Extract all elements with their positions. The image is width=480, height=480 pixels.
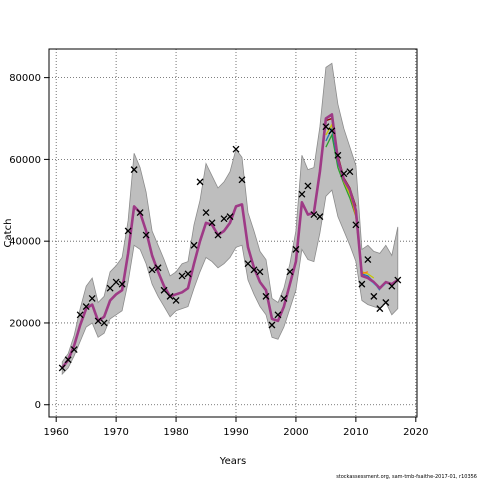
confidence-band-area [61, 62, 399, 376]
observed-point [376, 305, 384, 313]
observed-point [322, 123, 330, 131]
footer-caption: stockassessment.org, sam-tmb-fsaithe-201… [336, 474, 477, 480]
observed-point [226, 213, 234, 221]
observed-point [112, 278, 120, 286]
observed-points [58, 123, 402, 372]
observed-point [142, 231, 150, 239]
y-tick-label: 20000 [9, 318, 41, 329]
observed-point [184, 270, 192, 278]
observed-point [172, 297, 180, 304]
observed-point [106, 284, 114, 292]
x-axis-title: Years [219, 456, 246, 467]
observed-point [100, 319, 108, 327]
observed-point [124, 227, 132, 235]
observed-point [394, 276, 402, 284]
observed-point [346, 168, 354, 176]
x-axis: 1960 1970 1980 1990 2000 2010 2020 [43, 417, 429, 438]
y-tick-label: 40000 [9, 237, 41, 248]
observed-point [280, 294, 288, 302]
y-tick-label: 60000 [9, 155, 41, 166]
observed-point [370, 292, 378, 300]
observed-point [292, 245, 300, 253]
y-tick-label: 80000 [9, 73, 41, 84]
observed-point [82, 303, 90, 311]
observed-point [88, 294, 96, 302]
y-axis: 0 20000 40000 60000 80000 [9, 73, 49, 411]
x-tick-label: 1970 [103, 427, 128, 438]
observed-point [178, 272, 186, 280]
estimate-line [61, 113, 399, 369]
observed-point [136, 209, 144, 217]
observed-point [262, 292, 270, 300]
observed-point [334, 151, 342, 159]
observed-point [232, 145, 240, 153]
observed-point [130, 166, 138, 174]
y-axis-title: Catch [3, 219, 14, 248]
observed-point [94, 317, 102, 325]
observed-point [214, 231, 222, 239]
observed-point [388, 282, 396, 290]
observed-point [64, 356, 72, 364]
observed-point [274, 311, 282, 319]
observed-point [154, 264, 162, 272]
confidence-band [61, 62, 399, 376]
observed-point [298, 190, 306, 198]
x-tick-label: 1960 [43, 427, 68, 438]
observed-point [256, 268, 264, 276]
observed-point [382, 299, 390, 306]
x-tick-label: 1980 [163, 427, 188, 438]
observed-point [286, 268, 294, 276]
observed-point [196, 178, 204, 186]
x-tick-label: 2010 [343, 427, 368, 438]
x-tick-label: 1990 [223, 427, 248, 438]
series-lines [61, 113, 399, 369]
observed-point [358, 280, 366, 288]
observed-point [166, 292, 174, 300]
observed-point [364, 256, 372, 264]
observed-point [58, 364, 66, 372]
observed-point [208, 219, 216, 227]
plot-frame [48, 48, 418, 418]
y-tick-label: 0 [35, 400, 41, 411]
observed-point [160, 286, 168, 294]
observed-point [220, 215, 228, 223]
observed-point [250, 266, 258, 274]
observed-point [202, 209, 210, 217]
observed-point [352, 221, 360, 229]
observed-point [148, 266, 156, 274]
x-tick-label: 2020 [403, 427, 428, 438]
observed-point [340, 170, 348, 178]
observed-point [328, 127, 336, 135]
observed-point [268, 321, 276, 329]
observed-point [190, 241, 198, 249]
observed-point [244, 260, 252, 268]
observed-point [238, 176, 246, 184]
observed-point [304, 182, 312, 190]
observed-point [310, 211, 318, 219]
observed-point [70, 346, 78, 353]
observed-point [76, 311, 84, 319]
observed-point [316, 213, 324, 221]
observed-point [118, 280, 126, 288]
x-tick-label: 2000 [283, 427, 308, 438]
